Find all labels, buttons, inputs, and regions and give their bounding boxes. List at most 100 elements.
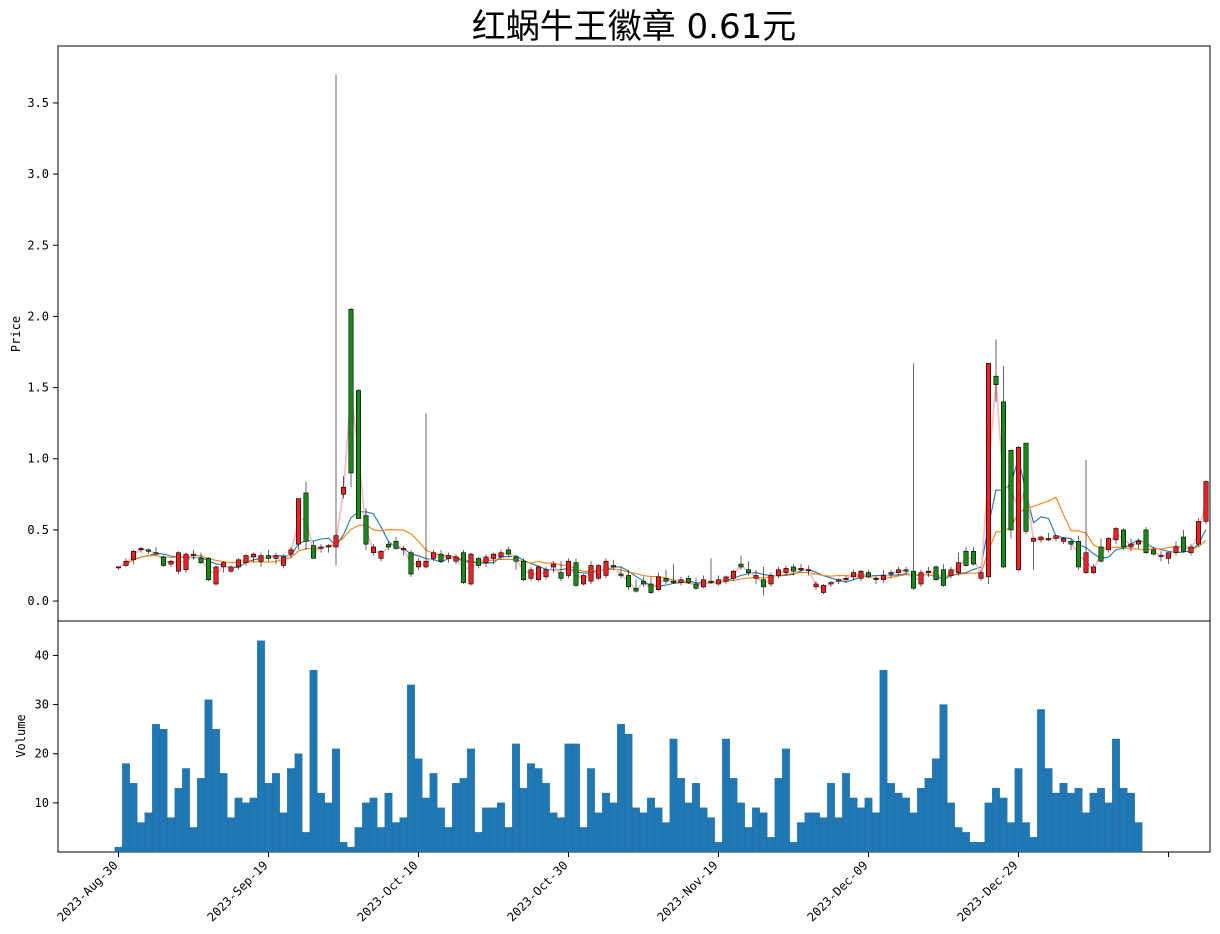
candle-body [978, 572, 984, 579]
volume-bar [707, 817, 715, 853]
candle-body [385, 543, 391, 548]
candle-body [483, 556, 489, 563]
candle-body [221, 562, 227, 568]
x-tick-label: 2023-Dec-29 [955, 858, 1021, 924]
volume-bar [572, 743, 580, 853]
candle-body [625, 575, 631, 588]
volume-bar [819, 817, 828, 853]
candle-body [693, 583, 699, 589]
candle-body [768, 575, 774, 585]
volume-bar [879, 669, 888, 853]
volume-bar [1119, 787, 1128, 853]
candle-body [1106, 538, 1112, 551]
candle-body [595, 565, 601, 579]
volume-bar [812, 812, 820, 853]
candle-body [498, 552, 504, 558]
candle-body [355, 390, 361, 519]
volume-bar [137, 822, 145, 853]
volume-bar [849, 797, 858, 853]
candle-body [1091, 566, 1097, 573]
volume-bar [474, 832, 483, 853]
candle-body [415, 560, 421, 568]
volume-bar [872, 812, 880, 853]
volume-bar [714, 842, 723, 853]
x-tick-label: 2023-Nov-19 [655, 858, 721, 924]
candle-body [310, 545, 316, 559]
candle-body [348, 309, 354, 474]
volume-bar [639, 812, 648, 853]
candle-body [685, 578, 691, 583]
candle-body [131, 550, 137, 561]
volume-bar [1134, 822, 1143, 853]
candle-body [948, 569, 954, 576]
candle-body [903, 569, 909, 572]
volume-bar [722, 738, 730, 853]
candle-body [243, 555, 249, 563]
volume-bar [354, 827, 363, 853]
candle-body [873, 578, 879, 581]
candle-body [618, 573, 624, 576]
volume-bar [189, 827, 198, 853]
volume-bar [377, 827, 385, 853]
volume-bar [737, 802, 745, 853]
volume-bar [159, 728, 168, 853]
candle-body [318, 546, 324, 549]
candle-body [325, 545, 331, 548]
volume-bar [212, 728, 220, 853]
price-tick-label: 1.0 [27, 452, 49, 466]
candle-body [798, 568, 804, 571]
candle-body [146, 549, 152, 552]
x-tick-label: 2023-Oct-10 [355, 858, 421, 924]
x-tick-label: 2023-Aug-30 [55, 858, 121, 924]
volume-bar [924, 778, 933, 853]
candle-body [543, 569, 549, 578]
candle-body [513, 556, 519, 562]
candle-body [738, 563, 744, 568]
volume-bar [279, 812, 288, 853]
volume-bar [549, 812, 558, 853]
volume-bar [864, 797, 873, 853]
volume-bar [167, 817, 175, 853]
candle-body [206, 558, 212, 581]
volume-bar [122, 763, 130, 853]
candle-body [228, 566, 234, 572]
candle-body [153, 552, 159, 555]
volume-bar [332, 748, 340, 853]
candle-body [1128, 543, 1134, 548]
volume-panel: 10 20 30 40 Volume [14, 620, 1211, 853]
candle-body [1203, 481, 1209, 522]
chart-title: 红蜗牛王徽章 0.61元 [472, 7, 797, 47]
x-axis: 2023-Aug-30 2023-Sep-19 2023-Oct-10 2023-Oc… [55, 852, 1169, 924]
candle-body [1008, 449, 1014, 531]
candle-body [828, 582, 834, 585]
candle-body [850, 572, 856, 578]
volume-bar [902, 797, 910, 853]
volume-bar [489, 807, 498, 853]
volume-bar [422, 797, 430, 853]
candle-body [423, 560, 429, 568]
volume-bar [324, 802, 333, 853]
candle-body [453, 556, 459, 562]
volume-bar [564, 743, 573, 853]
candle-body [880, 575, 886, 581]
candle-body [1121, 529, 1127, 548]
candle-body [265, 555, 271, 559]
candle-body [1061, 538, 1067, 542]
volume-bar [1044, 768, 1053, 853]
volume-bar [939, 704, 948, 853]
candle-body [116, 566, 122, 569]
volume-bar [309, 669, 318, 853]
candle-body [655, 576, 661, 590]
candle-body [378, 550, 384, 559]
volume-bar [459, 778, 468, 853]
candle-body [910, 570, 916, 589]
candle-body [610, 565, 616, 568]
volume-bar [887, 783, 895, 853]
volume-bar [174, 787, 183, 853]
volume-bar [984, 802, 993, 853]
volume-bar [1104, 802, 1113, 853]
candle-body [963, 550, 969, 566]
candles [116, 74, 1209, 596]
volume-bar [204, 699, 213, 853]
volume-bar [1007, 822, 1015, 853]
